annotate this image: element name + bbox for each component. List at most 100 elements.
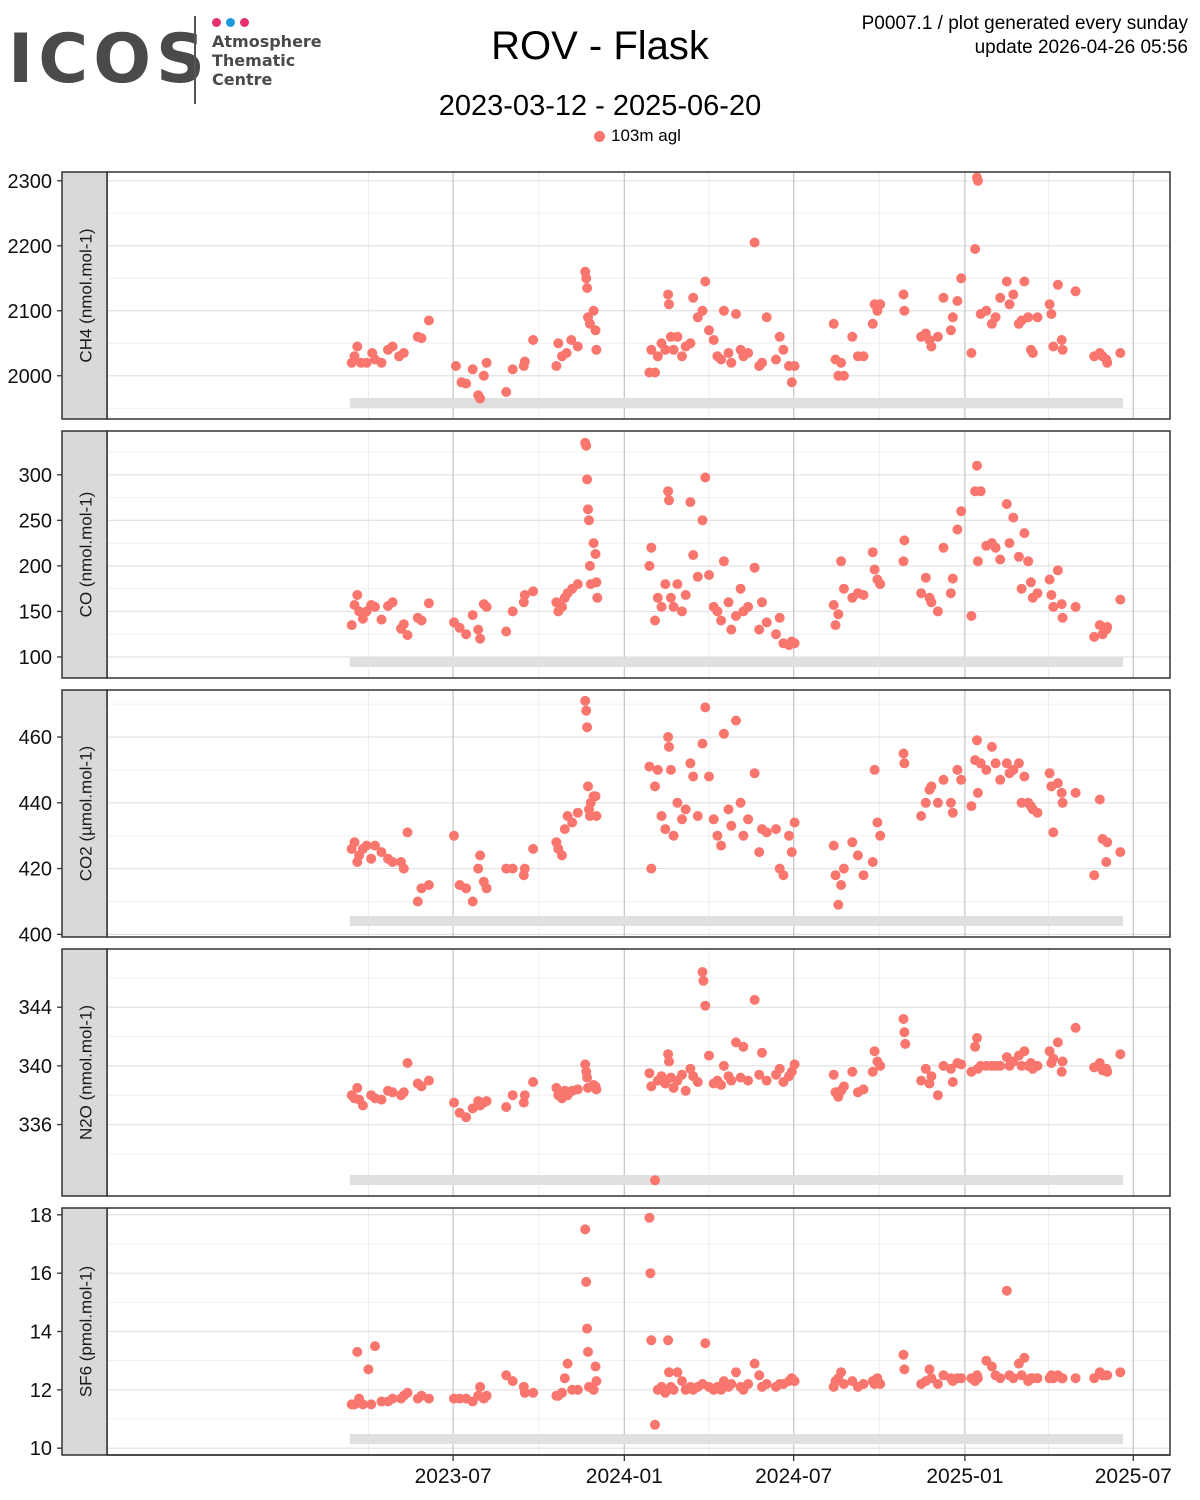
y-tick-label: 18 — [30, 1205, 52, 1227]
data-point — [716, 615, 727, 626]
data-point — [646, 344, 657, 355]
data-point — [938, 542, 949, 553]
data-point — [1115, 1367, 1126, 1378]
data-point — [416, 1081, 427, 1092]
data-point — [481, 1390, 492, 1401]
data-point — [828, 1069, 839, 1080]
data-point — [956, 273, 967, 284]
facet-strip — [61, 171, 108, 420]
data-point — [926, 341, 937, 352]
data-point — [591, 1084, 602, 1095]
data-point — [899, 1027, 910, 1038]
data-point — [1044, 299, 1055, 310]
data-point — [938, 774, 949, 785]
data-point — [847, 837, 858, 848]
data-point — [1046, 590, 1057, 600]
data-point — [551, 361, 562, 371]
data-point — [501, 626, 512, 637]
data-point — [1115, 847, 1126, 858]
data-point — [1032, 807, 1043, 818]
data-point — [995, 1373, 1006, 1384]
data-point — [644, 1212, 655, 1223]
data-point — [1101, 857, 1112, 867]
data-point — [738, 830, 749, 841]
data-point — [646, 542, 657, 553]
data-point — [947, 573, 958, 584]
data-point — [376, 847, 387, 858]
data-point — [1102, 1370, 1113, 1381]
data-point — [423, 598, 434, 609]
data-point — [668, 601, 679, 612]
data-point — [952, 524, 963, 535]
data-point — [591, 1376, 602, 1387]
data-point — [660, 579, 671, 590]
data-point — [697, 305, 708, 316]
data-point — [507, 364, 518, 375]
data-point — [757, 357, 767, 368]
data-point — [580, 1224, 591, 1235]
data-point — [754, 847, 765, 858]
data-point — [1102, 1066, 1113, 1077]
data-point — [898, 556, 909, 567]
data-point — [1008, 1373, 1019, 1384]
data-point — [1052, 1037, 1063, 1048]
data-point — [387, 857, 398, 867]
logo-wordmark: ICOS — [8, 20, 210, 99]
data-point — [738, 1041, 749, 1052]
data-point — [467, 364, 478, 375]
data-point — [932, 1379, 943, 1389]
logo-dot-2 — [226, 18, 235, 27]
data-point — [588, 305, 599, 316]
data-point — [370, 601, 380, 612]
data-point — [449, 1097, 459, 1108]
data-point — [869, 1046, 880, 1057]
data-point — [402, 1058, 413, 1068]
data-point — [416, 615, 427, 626]
data-point — [898, 748, 909, 759]
data-point — [507, 1090, 518, 1101]
data-point — [519, 590, 530, 600]
data-point — [1056, 1066, 1067, 1077]
data-point — [423, 1393, 434, 1404]
data-point — [668, 344, 679, 355]
data-point — [981, 764, 992, 775]
data-point — [1057, 612, 1068, 623]
data-point — [688, 771, 699, 782]
logo-dot-1 — [212, 18, 221, 27]
logo-sub-line-2: Thematic — [212, 51, 296, 70]
data-point — [644, 560, 655, 571]
data-point — [920, 797, 931, 808]
plot-meta-line-1: P0007.1 / plot generated every sunday — [861, 13, 1188, 34]
data-point — [652, 592, 663, 603]
legend: 103m agl — [594, 126, 681, 146]
data-point — [899, 535, 910, 546]
data-point — [833, 899, 844, 910]
facet-label: CH4 (nmol.mol-1) — [77, 228, 96, 362]
data-point — [467, 610, 478, 621]
data-point — [1056, 599, 1067, 610]
data-point — [761, 312, 772, 323]
data-point — [346, 620, 357, 631]
data-point — [1044, 574, 1055, 585]
logo-subtitle: Atmosphere Thematic Centre — [212, 32, 322, 89]
panel-background — [107, 949, 1170, 1196]
data-point — [467, 896, 478, 907]
data-point — [646, 1335, 657, 1346]
data-point — [828, 600, 839, 610]
data-point — [664, 1056, 674, 1067]
data-point — [572, 1084, 583, 1095]
data-point — [828, 840, 839, 851]
data-point — [572, 341, 583, 352]
data-point — [743, 1075, 754, 1086]
data-point — [924, 1364, 935, 1375]
data-point — [1032, 1373, 1043, 1384]
data-point — [771, 629, 781, 640]
data-point — [952, 764, 963, 775]
data-point — [966, 801, 977, 812]
legend-label: 103m agl — [611, 126, 681, 145]
data-point — [507, 1376, 518, 1387]
legend-marker — [594, 131, 605, 142]
data-point — [956, 1373, 967, 1384]
chart-subtitle: 2023-03-12 - 2025-06-20 — [438, 90, 762, 122]
data-point — [398, 348, 409, 358]
